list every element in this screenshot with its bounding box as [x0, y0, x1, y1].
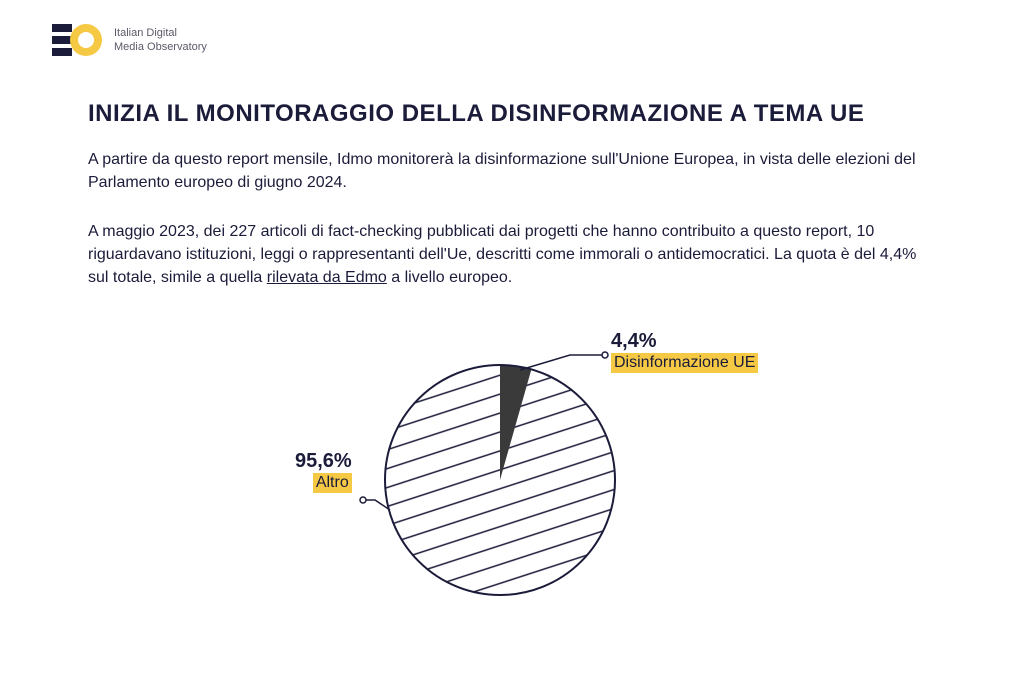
slice-name-disinfo: Disinformazione UE	[611, 353, 758, 373]
edmo-link[interactable]: rilevata da Edmo	[267, 269, 387, 286]
slice-label-disinfo: 4,4% Disinformazione UE	[611, 330, 758, 373]
org-line1: Italian Digital	[114, 26, 207, 40]
slice-label-altro: 95,6% Altro	[295, 450, 352, 493]
pie-svg	[0, 320, 1024, 640]
slice-pct-disinfo: 4,4%	[611, 330, 758, 353]
intro-paragraph-1: A partire da questo report mensile, Idmo…	[88, 148, 964, 194]
slice-pct-altro: 95,6%	[295, 450, 352, 473]
pie-chart: 4,4% Disinformazione UE 95,6% Altro	[0, 320, 1024, 640]
logo-icon	[52, 20, 104, 60]
slice-name-altro: Altro	[313, 473, 352, 493]
logo-text: Italian Digital Media Observatory	[114, 26, 207, 55]
logo-block: Italian Digital Media Observatory	[52, 20, 207, 60]
page-title: INIZIA IL MONITORAGGIO DELLA DISINFORMAZ…	[88, 100, 864, 128]
org-line2: Media Observatory	[114, 40, 207, 54]
para2-part-b: a livello europeo.	[387, 269, 512, 286]
intro-paragraph-2: A maggio 2023, dei 227 articoli di fact-…	[88, 220, 918, 290]
